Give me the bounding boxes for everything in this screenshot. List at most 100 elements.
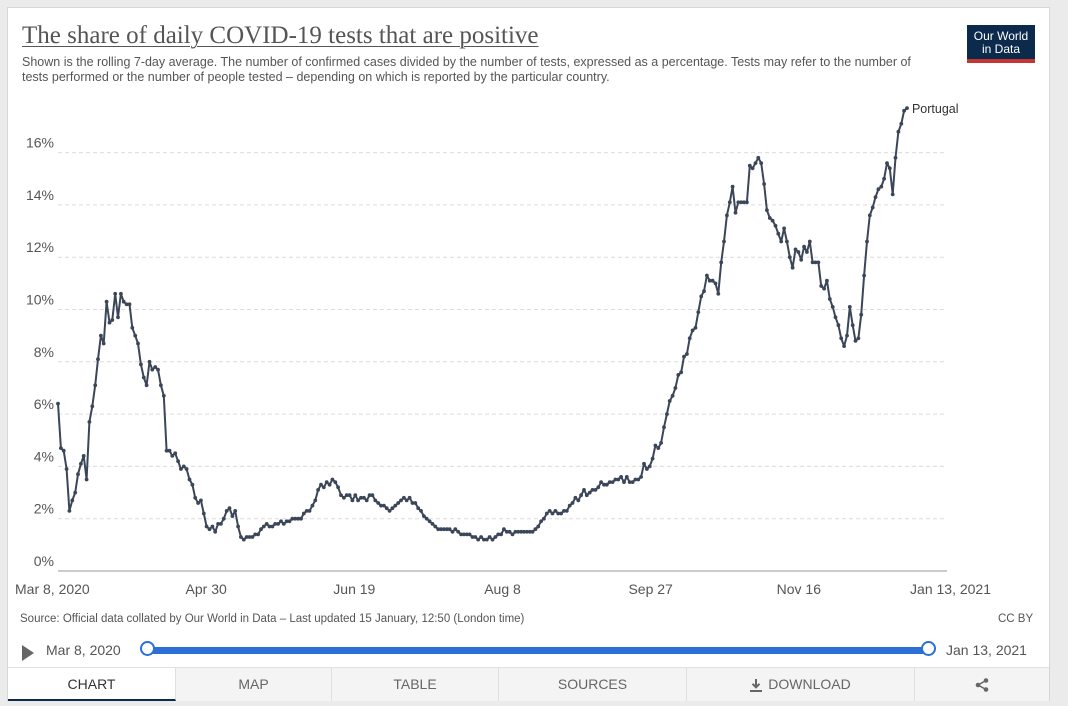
data-point[interactable]	[264, 522, 269, 526]
data-point[interactable]	[424, 516, 429, 521]
data-point[interactable]	[802, 244, 806, 249]
data-point[interactable]	[261, 524, 266, 529]
data-point[interactable]	[153, 365, 158, 369]
data-point[interactable]	[376, 501, 381, 505]
data-point[interactable]	[544, 511, 549, 516]
data-point[interactable]	[847, 305, 852, 309]
data-point[interactable]	[716, 291, 721, 296]
owid-logo[interactable]: Our World in Data	[967, 25, 1035, 63]
data-point[interactable]	[353, 493, 358, 498]
data-point[interactable]	[607, 480, 612, 484]
data-point[interactable]	[430, 522, 435, 526]
data-point[interactable]	[753, 161, 758, 166]
data-point[interactable]	[633, 477, 638, 482]
data-point[interactable]	[144, 383, 149, 388]
data-point[interactable]	[850, 323, 855, 328]
data-point[interactable]	[793, 247, 798, 252]
data-point[interactable]	[484, 537, 489, 542]
data-point[interactable]	[882, 176, 886, 181]
data-point[interactable]	[119, 291, 123, 296]
data-point[interactable]	[219, 522, 223, 526]
data-point[interactable]	[490, 537, 495, 542]
data-point[interactable]	[362, 495, 366, 500]
data-point[interactable]	[622, 480, 626, 484]
data-point[interactable]	[522, 529, 526, 534]
data-point[interactable]	[293, 516, 298, 521]
data-point[interactable]	[596, 485, 601, 490]
data-point[interactable]	[862, 273, 866, 278]
data-point[interactable]	[576, 498, 581, 503]
data-point[interactable]	[676, 373, 681, 377]
data-point[interactable]	[239, 535, 243, 539]
data-point[interactable]	[290, 516, 295, 521]
data-point[interactable]	[836, 323, 841, 328]
data-point[interactable]	[161, 393, 166, 398]
data-point[interactable]	[564, 509, 569, 513]
data-point[interactable]	[516, 529, 521, 534]
data-point[interactable]	[281, 522, 286, 526]
data-point[interactable]	[201, 511, 206, 516]
data-point[interactable]	[350, 498, 355, 503]
data-point[interactable]	[319, 482, 323, 487]
data-point[interactable]	[442, 527, 446, 532]
data-point[interactable]	[227, 506, 232, 511]
play-icon[interactable]	[22, 645, 34, 661]
data-point[interactable]	[579, 493, 583, 498]
data-point[interactable]	[427, 519, 432, 524]
data-point[interactable]	[796, 250, 801, 254]
data-point[interactable]	[130, 325, 135, 330]
data-point[interactable]	[902, 108, 906, 113]
data-point[interactable]	[127, 302, 132, 307]
data-point[interactable]	[839, 336, 844, 341]
data-point[interactable]	[502, 527, 506, 532]
data-point[interactable]	[896, 129, 901, 134]
data-point[interactable]	[873, 195, 878, 200]
data-point[interactable]	[790, 265, 795, 270]
data-point[interactable]	[687, 336, 692, 341]
data-point[interactable]	[124, 302, 129, 307]
data-point[interactable]	[413, 501, 418, 505]
data-point[interactable]	[682, 354, 686, 359]
data-point[interactable]	[702, 289, 706, 294]
data-point[interactable]	[139, 362, 143, 367]
data-point[interactable]	[356, 498, 360, 503]
data-point[interactable]	[344, 493, 349, 498]
data-point[interactable]	[456, 529, 461, 534]
data-point[interactable]	[487, 535, 492, 539]
data-point[interactable]	[324, 480, 329, 484]
data-point[interactable]	[136, 341, 140, 346]
data-point[interactable]	[133, 333, 138, 338]
data-point[interactable]	[393, 503, 398, 508]
tab-chart[interactable]: Chart	[8, 668, 176, 701]
data-point[interactable]	[327, 482, 332, 487]
data-point[interactable]	[482, 537, 486, 542]
data-point[interactable]	[284, 519, 289, 524]
data-point[interactable]	[436, 527, 441, 532]
data-point[interactable]	[816, 260, 821, 265]
data-point[interactable]	[813, 260, 818, 265]
source-note[interactable]: Source: Official data collated by Our Wo…	[20, 613, 525, 625]
data-point[interactable]	[556, 511, 561, 516]
data-point[interactable]	[330, 477, 335, 482]
data-point[interactable]	[507, 529, 512, 534]
data-point[interactable]	[610, 480, 615, 484]
data-point[interactable]	[782, 226, 786, 231]
data-point[interactable]	[316, 488, 320, 492]
data-point[interactable]	[536, 524, 541, 529]
data-point[interactable]	[113, 291, 118, 296]
data-point[interactable]	[705, 273, 709, 278]
data-point[interactable]	[390, 506, 395, 511]
data-point[interactable]	[422, 514, 426, 518]
data-point[interactable]	[193, 495, 198, 500]
data-point[interactable]	[396, 501, 401, 505]
data-point[interactable]	[179, 467, 183, 471]
data-point[interactable]	[256, 532, 260, 537]
data-point[interactable]	[567, 503, 572, 508]
data-point[interactable]	[867, 213, 872, 218]
data-point[interactable]	[181, 464, 186, 469]
data-point[interactable]	[584, 493, 589, 498]
data-point[interactable]	[876, 187, 881, 192]
data-point[interactable]	[670, 393, 675, 398]
data-point[interactable]	[176, 459, 181, 464]
data-point[interactable]	[696, 310, 701, 314]
